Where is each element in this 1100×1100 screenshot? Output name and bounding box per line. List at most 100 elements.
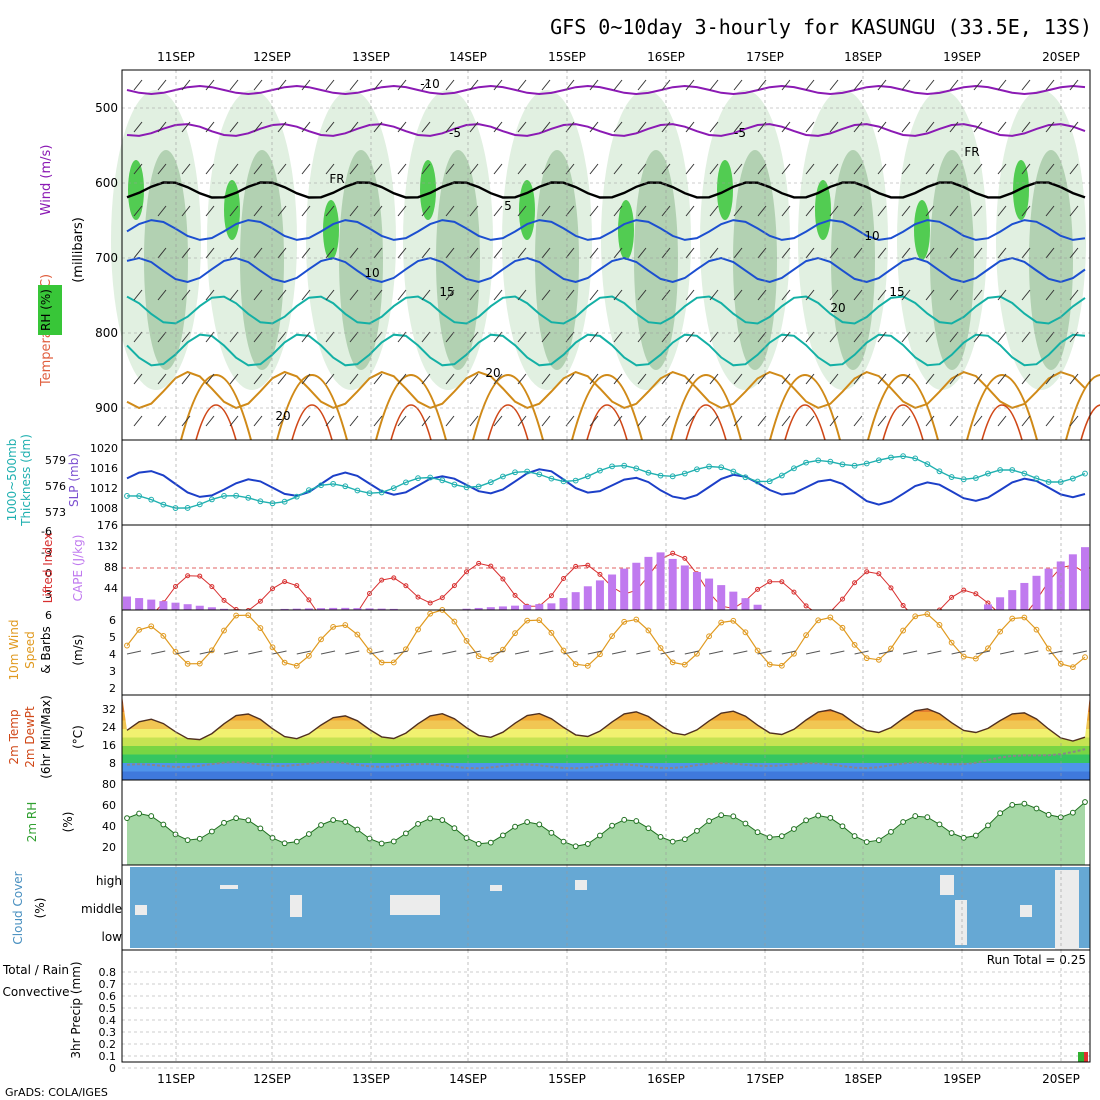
surface-warm-contour — [276, 374, 348, 441]
wind-barb — [997, 163, 1007, 175]
wind-barb — [445, 205, 455, 217]
wind-speed-marker — [815, 617, 822, 624]
thickness-marker — [451, 481, 458, 488]
axis-label-rh: RH (%) — [39, 289, 53, 331]
thickness-marker — [439, 477, 446, 484]
surface-warm-contour — [966, 374, 1038, 441]
axis-label-total-rain: Total / Rain — [2, 963, 69, 977]
thickness-marker — [633, 465, 640, 472]
wind-barb — [877, 247, 887, 259]
wind-barb — [589, 415, 599, 427]
rh-marker — [609, 822, 615, 829]
lifted-index-marker — [561, 576, 567, 582]
wind-barb — [421, 121, 431, 133]
wind-speed-marker — [584, 662, 591, 669]
rh-marker — [439, 817, 446, 823]
wind-barb — [493, 121, 503, 133]
thickness-marker — [245, 494, 252, 501]
wind-speed-marker — [160, 632, 167, 639]
thickness-marker — [172, 505, 179, 511]
wind-barb — [902, 650, 918, 655]
wind-speed-marker — [366, 647, 373, 654]
thickness-marker — [403, 479, 409, 486]
cape-bar — [668, 558, 677, 610]
rh-marker — [621, 816, 628, 823]
wind-barb — [133, 331, 143, 343]
wind-barb — [949, 247, 959, 259]
wind-barb — [397, 205, 407, 217]
wind-speed-marker — [487, 656, 494, 663]
wind-barb — [997, 247, 1007, 259]
thickness-marker — [657, 472, 664, 479]
wind-speed-marker — [512, 630, 518, 637]
lifted-index-marker — [257, 598, 263, 604]
top-day-label: 17SEP — [746, 50, 784, 64]
wind-barb — [421, 415, 431, 427]
wind-barb — [757, 79, 767, 91]
wind-barb — [589, 205, 599, 217]
rh-legend-swatch — [38, 285, 62, 335]
wind-barb — [1045, 79, 1055, 91]
rh-marker — [657, 834, 664, 840]
lifted-index-marker — [439, 595, 445, 601]
wind-barb — [1045, 121, 1055, 133]
wind-barb — [781, 121, 791, 133]
wind-barb — [685, 247, 695, 259]
surface-warm-contour — [867, 374, 939, 441]
wind-barb — [781, 205, 791, 217]
thickness-marker — [900, 453, 907, 460]
wind-barb — [829, 205, 839, 217]
rh-shade-dark — [815, 180, 831, 240]
surface-warm-contour — [1065, 374, 1100, 441]
cape-bar — [377, 608, 386, 610]
wind-barb — [660, 650, 675, 655]
contour-label: FR — [329, 172, 344, 186]
wind-speed-marker — [985, 645, 991, 652]
precip-tick: 0.3 — [99, 1026, 117, 1039]
wind-barb — [301, 289, 311, 301]
wind-barb — [589, 163, 599, 175]
axis-label-thickness: Thickness (dm) — [19, 434, 33, 527]
cape-bar — [523, 604, 532, 610]
wind-barb — [1069, 79, 1079, 91]
wind-barb — [925, 121, 935, 133]
wind-barb — [709, 415, 719, 427]
wind-barb — [157, 289, 167, 301]
wind-barb — [853, 121, 863, 133]
cape-bar — [996, 597, 1005, 610]
wind-barb — [421, 247, 431, 259]
thickness-marker — [1082, 470, 1088, 477]
wind-barb — [517, 121, 527, 133]
temperature-contour — [126, 370, 1086, 410]
wind-barb — [829, 79, 839, 91]
wind-barb — [1069, 121, 1079, 133]
wind-barb — [205, 121, 215, 133]
surface-warm-contour — [180, 374, 252, 441]
wind-barb — [277, 289, 287, 301]
wind-barb — [157, 247, 167, 259]
axis-label-lifted-index: Lifted Index — [41, 533, 55, 604]
rh-marker — [1069, 809, 1076, 816]
top-day-labels: 11SEP 12SEP 13SEP 14SEP 15SEP 16SEP 17SEP 18SEP… — [157, 50, 1080, 64]
thickness-marker — [305, 487, 312, 494]
wind-barb — [1000, 650, 1015, 655]
wind-barb — [565, 247, 575, 259]
wind-barb — [1072, 650, 1087, 655]
wind-barb — [205, 331, 215, 343]
cape-bar — [389, 608, 398, 610]
wind-barb — [925, 247, 935, 259]
wind-barb — [205, 163, 215, 175]
rh-tick: 80 — [102, 778, 116, 791]
wind-barb — [997, 79, 1007, 91]
run-total: Run Total = 0.25 — [987, 953, 1086, 967]
wind-barb — [565, 79, 575, 91]
wind-barb — [421, 331, 431, 343]
wind-barb — [541, 415, 551, 427]
wind-barb — [925, 415, 935, 427]
cape-bar — [341, 607, 350, 610]
wind-barb — [901, 121, 911, 133]
cape-bar — [1081, 547, 1089, 610]
wind-speed-marker — [778, 662, 785, 669]
wind-barb — [349, 373, 359, 385]
